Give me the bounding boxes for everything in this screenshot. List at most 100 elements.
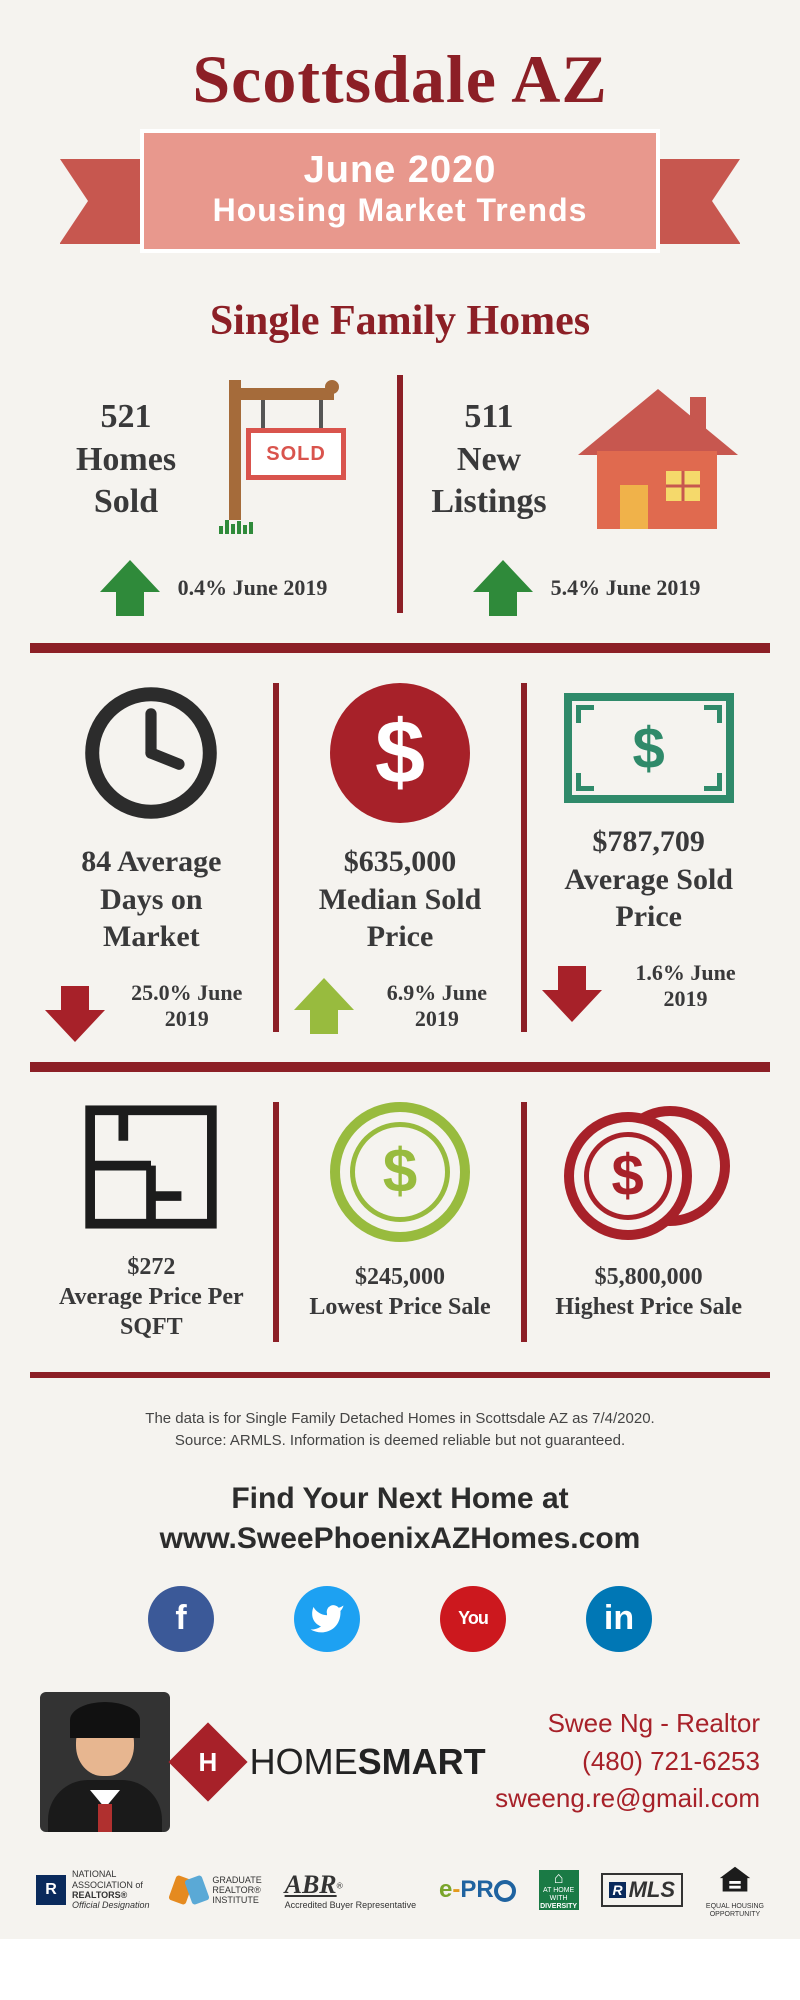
contact-phone[interactable]: (480) 721-6253 [495,1743,760,1781]
infographic-page: Scottsdale AZ June 2020 Housing Market T… [0,0,800,1939]
median-l2: Median Sold [319,883,482,916]
twitter-icon[interactable] [294,1586,360,1652]
brand-smart: SMART [358,1741,486,1782]
stat-median-price: $ $635,000 Median Sold Price 6.9% June 2… [279,683,522,1032]
horizontal-divider [30,1062,770,1072]
social-links: f You in [30,1586,770,1652]
homes-sold-text: 521 Homes Sold [76,396,176,524]
sold-sign-icon: SOLD [201,380,351,540]
dollar-circle-icon: $ [330,683,470,823]
realtor-avatar [40,1692,170,1832]
arrow-down-icon [45,981,98,1031]
dom-change: 25.0% June 2019 [116,980,258,1032]
stat-highest-sale: $ $5,800,000 Highest Price Sale [527,1102,770,1322]
lowest-value: $245,000 [355,1264,445,1290]
ribbon-tail-right [650,159,740,244]
banner-line2: Housing Market Trends [164,192,636,229]
abr-badge: ABR® Accredited Buyer Representative [285,1870,417,1910]
credentials-row: R NATIONAL ASSOCIATION of REALTORS® Offi… [30,1852,770,1919]
disclaimer-l2: Source: ARMLS. Information is deemed rel… [175,1432,625,1449]
contact-name: Swee Ng - Realtor [495,1705,760,1743]
coin-dollar: $ [383,1136,417,1207]
arrow-down-icon [542,961,598,1011]
lowest-label: Lowest Price Sale [309,1294,490,1320]
ribbon-body: June 2020 Housing Market Trends [140,129,660,253]
subtitle: Single Family Homes [30,297,770,345]
banner-line1: June 2020 [164,149,636,192]
equal-housing-badge: EQUAL HOUSING OPPORTUNITY [706,1862,764,1919]
homes-sold-l2: Homes [76,441,176,478]
contact-email[interactable]: sweeng.re@gmail.com [495,1780,760,1818]
sqft-label: Average Price Per SQFT [59,1284,244,1340]
highest-text: $5,800,000 Highest Price Sale [542,1262,755,1322]
avg-change: 1.6% June 2019 [616,960,755,1012]
nar-badge: R NATIONAL ASSOCIATION of REALTORS® Offi… [36,1869,150,1910]
new-listings-change: 5.4% June 2019 [551,575,701,601]
bill-dollar: $ [633,715,665,782]
youtube-icon[interactable]: You [440,1586,506,1652]
homes-sold-change: 0.4% June 2019 [178,575,328,601]
stat-new-listings: 511 New Listings 5.4% June 2019 [403,375,770,613]
arrow-up-icon [473,563,533,613]
new-listings-l2: New [457,441,521,478]
avg-text: $787,709 Average Sold Price [542,823,755,936]
horizontal-divider [30,643,770,653]
arrow-up-icon [294,981,350,1031]
cta-l1: Find Your Next Home at [231,1482,568,1515]
page-title: Scottsdale AZ [30,40,770,119]
ribbon-tail-left [60,159,150,244]
stat-price-sqft: $272 Average Price Per SQFT [30,1102,273,1342]
row-top-stats: 521 Homes Sold SOLD 0.4% June 2019 [30,375,770,613]
dollar-bill-icon: $ [564,693,734,803]
dom-value: 84 Average [81,845,221,878]
linkedin-icon[interactable]: in [586,1586,652,1652]
median-value: $635,000 [344,845,457,878]
avg-value: $787,709 [592,825,705,858]
highest-value: $5,800,000 [595,1264,703,1290]
new-listings-text: 511 New Listings [431,396,546,524]
homes-sold-value: 521 [101,398,152,435]
arrow-up-icon [100,563,160,613]
mls-badge: R MLS [601,1873,683,1907]
gri-badge: GRADUATE REALTOR® INSTITUTE [172,1873,261,1907]
new-listings-value: 511 [464,398,513,435]
sqft-text: $272 Average Price Per SQFT [45,1252,258,1342]
facebook-icon[interactable]: f [148,1586,214,1652]
coin-ring-icon: $ [330,1102,470,1242]
stat-lowest-sale: $ $245,000 Lowest Price Sale [279,1102,522,1322]
avg-l2: Average Sold [564,863,733,896]
horizontal-divider [30,1372,770,1378]
stat-homes-sold: 521 Homes Sold SOLD 0.4% June 2019 [30,375,397,613]
row-mid-stats: 84 Average Days on Market 25.0% June 201… [30,683,770,1032]
highest-label: Highest Price Sale [555,1294,742,1320]
gri-icon [172,1873,206,1907]
stat-days-on-market: 84 Average Days on Market 25.0% June 201… [30,683,273,1032]
homes-sold-l3: Sold [94,483,158,520]
diversity-badge: ⌂ AT HOME WITH DIVERSITY [539,1870,579,1910]
dom-text: 84 Average Days on Market [45,843,258,956]
sqft-value: $272 [127,1254,175,1280]
sold-sign-label: SOLD [246,428,346,480]
banner-ribbon: June 2020 Housing Market Trends [100,129,700,279]
homesmart-logo: H HOMESMART [180,1734,486,1790]
brand-badge: H [168,1722,247,1801]
clock-icon [81,683,221,823]
house-icon [572,385,742,535]
nar-r-icon: R [36,1875,66,1905]
median-l3: Price [367,920,434,953]
epro-badge: e-PR [439,1876,516,1904]
contact-info: Swee Ng - Realtor (480) 721-6253 sweeng.… [495,1705,760,1818]
disclaimer-text: The data is for Single Family Detached H… [30,1408,770,1453]
brand-home: HOME [250,1741,358,1782]
stacked-coins-icon: $ [564,1102,734,1242]
median-text: $635,000 Median Sold Price [294,843,507,956]
new-listings-l3: Listings [431,483,546,520]
disclaimer-l1: The data is for Single Family Detached H… [145,1410,654,1427]
dom-l3: Market [103,920,200,953]
floorplan-icon [81,1102,221,1232]
dom-l2: Days on [100,883,203,916]
lowest-text: $245,000 Lowest Price Sale [294,1262,507,1322]
stat-avg-price: $ $787,709 Average Sold Price 1.6% June … [527,683,770,1012]
row-bottom-stats: $272 Average Price Per SQFT $ $245,000 L… [30,1102,770,1342]
coins-dollar: $ [612,1142,644,1209]
